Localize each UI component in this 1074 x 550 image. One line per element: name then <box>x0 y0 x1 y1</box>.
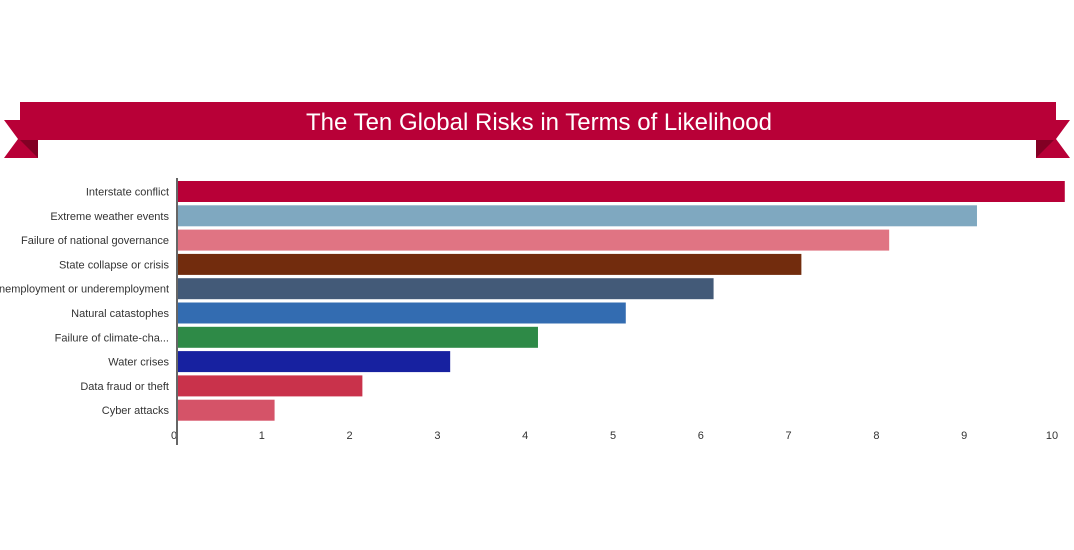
x-tick-label-3: 3 <box>434 430 440 442</box>
category-label-5: Unemployment or underemployment <box>0 284 169 296</box>
category-label-2: Extreme weather events <box>50 211 169 223</box>
category-label-10: Cyber attacks <box>102 405 170 417</box>
x-tick-label-9: 9 <box>961 430 967 442</box>
bar-4 <box>178 253 802 275</box>
x-tick-label-7: 7 <box>786 430 792 442</box>
category-label-3: Failure of national governance <box>21 235 169 247</box>
bar-1 <box>178 181 1065 202</box>
category-label-7: Failure of climate-cha... <box>55 332 169 344</box>
category-labels: Interstate conflict Extreme weather event… <box>0 187 169 418</box>
x-axis-ticks: 0 1 2 3 4 5 6 7 8 9 10 <box>171 430 1058 442</box>
x-tick-label-5: 5 <box>610 430 616 442</box>
category-label-4: State collapse or crisis <box>59 259 170 271</box>
category-label-9: Data fraud or theft <box>80 381 169 393</box>
bar-5 <box>178 278 714 300</box>
bar-7 <box>178 326 538 348</box>
category-label-1: Interstate conflict <box>86 187 169 199</box>
bars-group <box>178 181 1065 421</box>
banner-right-fold <box>1036 140 1054 158</box>
category-label-8: Water crises <box>108 357 169 369</box>
bar-2 <box>178 205 977 227</box>
bar-9 <box>178 375 363 397</box>
banner-main <box>20 102 1056 140</box>
x-tick-label-6: 6 <box>698 430 704 442</box>
bar-8 <box>178 351 451 373</box>
bar-10 <box>178 399 275 421</box>
x-tick-label-2: 2 <box>347 430 353 442</box>
x-tick-label-0: 0 <box>171 430 177 442</box>
x-tick-label-1: 1 <box>259 430 265 442</box>
x-tick-label-4: 4 <box>522 430 528 442</box>
title-banner: The Ten Global Risks in Terms of Likelih… <box>4 102 1070 158</box>
bar-6 <box>178 302 626 324</box>
chart-title: The Ten Global Risks in Terms of Likelih… <box>306 109 772 136</box>
x-tick-label-10: 10 <box>1046 430 1058 442</box>
bar-3 <box>178 229 890 251</box>
x-tick-label-8: 8 <box>873 430 879 442</box>
banner-left-fold <box>20 140 38 158</box>
category-label-6: Natural catastophes <box>71 308 169 320</box>
